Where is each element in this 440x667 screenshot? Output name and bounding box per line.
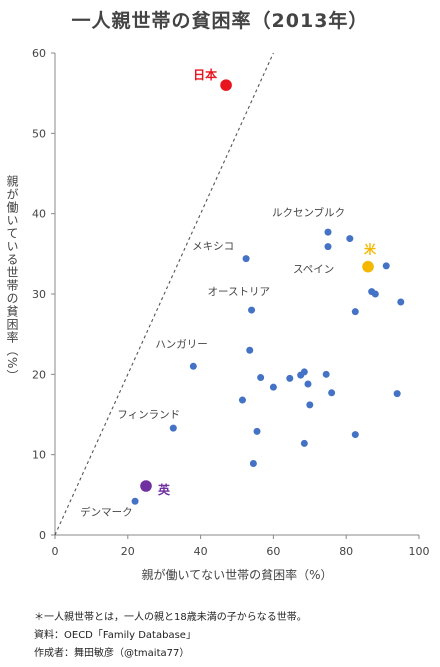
x-tick-label: 40 — [194, 545, 208, 558]
data-point — [286, 374, 294, 382]
footnote-definition: ＊一人親世帯とは，一人の親と18歳未満の子からなる世帯。 — [34, 612, 307, 623]
point-label: オーストリア — [208, 286, 270, 298]
data-point — [246, 346, 254, 354]
data-point — [300, 368, 308, 376]
footnote-source: 資料：OECD「Family Database」 — [34, 630, 196, 641]
data-point — [269, 383, 277, 391]
data-point — [238, 396, 246, 404]
footnote-author: 作成者：舞田敏彦（@tmaita77） — [34, 648, 190, 659]
data-point — [300, 439, 308, 447]
data-point — [253, 427, 261, 435]
data-point — [242, 255, 250, 263]
point-label: メキシコ — [192, 241, 234, 253]
point-label: フィンランド — [117, 409, 180, 421]
data-point — [131, 497, 139, 505]
data-point — [351, 308, 359, 316]
data-point — [248, 306, 256, 314]
data-point — [324, 243, 332, 251]
point-label: スペイン — [293, 264, 334, 276]
y-tick-label: 20 — [32, 368, 46, 381]
highlight-point — [140, 480, 152, 492]
x-axis-label: 親が働いてない世帯の貧困率（%） — [141, 567, 332, 582]
x-tick-label: 60 — [266, 545, 280, 558]
data-point — [328, 389, 336, 397]
y-tick-label: 0 — [39, 529, 46, 542]
highlight-point — [362, 260, 374, 273]
chart-title: 一人親世帯の貧困率（2013年） — [71, 10, 369, 32]
data-point — [371, 290, 379, 298]
highlight-label: 米 — [364, 242, 377, 257]
data-point — [189, 362, 197, 370]
x-tick-label: 20 — [121, 545, 135, 558]
data-point — [304, 380, 312, 388]
y-tick-label: 40 — [32, 208, 46, 221]
data-point — [306, 401, 314, 409]
y-axis-label-wrap: 親が働いている世帯の貧困率（%） — [4, 175, 22, 382]
data-point — [257, 374, 265, 382]
data-point — [169, 424, 177, 432]
data-point — [346, 235, 354, 243]
point-label: デンマーク — [80, 505, 133, 518]
highlight-label: 日本 — [193, 67, 217, 82]
x-tick-label: 80 — [339, 545, 353, 558]
y-axis-label: 親が働いている世帯の貧困率（%） — [5, 175, 19, 383]
highlight-point — [220, 79, 232, 91]
y-tick-label: 50 — [32, 127, 46, 140]
data-point — [351, 431, 359, 439]
x-tick-label: 100 — [409, 545, 430, 558]
highlight-label: 英 — [158, 482, 171, 497]
data-point — [397, 298, 405, 306]
data-point — [393, 390, 401, 398]
data-point — [324, 228, 332, 236]
point-label: ルクセンブルク — [272, 206, 345, 219]
y-tick-label: 60 — [32, 47, 46, 60]
reference-line — [54, 52, 274, 536]
data-point — [382, 262, 390, 270]
x-tick-label: 0 — [52, 545, 59, 558]
y-tick-label: 10 — [32, 449, 46, 462]
point-label: ハンガリー — [155, 338, 208, 350]
y-tick-label: 30 — [32, 288, 46, 301]
data-point — [322, 370, 330, 378]
data-point — [249, 460, 257, 468]
